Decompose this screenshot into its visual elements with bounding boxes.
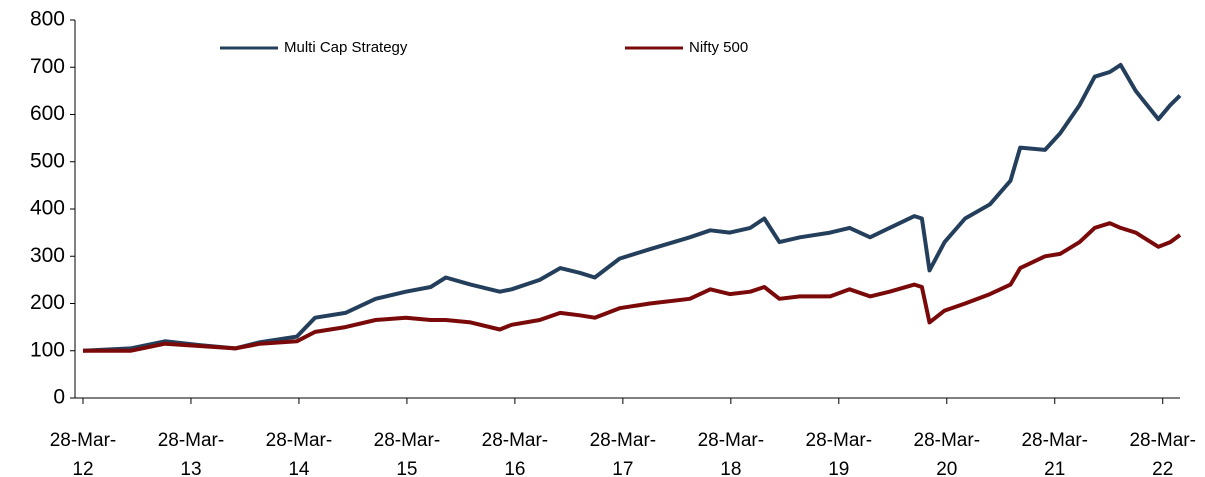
legend-label: Nifty 500 bbox=[689, 39, 748, 56]
y-tick-label: 500 bbox=[30, 149, 65, 172]
y-tick-label: 600 bbox=[30, 102, 65, 125]
x-tick-label: 28-Mar-12 bbox=[50, 430, 117, 477]
series-line bbox=[83, 221, 1182, 353]
y-tick-label: 400 bbox=[30, 197, 65, 220]
y-tick-label: 0 bbox=[53, 386, 65, 409]
x-tick-label: 28-Mar-13 bbox=[158, 430, 225, 477]
x-tick-label: 28-Mar-17 bbox=[590, 430, 657, 477]
y-tick-label: 800 bbox=[30, 8, 65, 31]
y-tick-label: 200 bbox=[30, 291, 65, 314]
y-tick-label: 100 bbox=[30, 338, 65, 361]
x-tick-label: 28-Mar-18 bbox=[698, 430, 765, 477]
y-tick-label: 700 bbox=[30, 55, 65, 78]
legend-label: Multi Cap Strategy bbox=[284, 39, 408, 56]
x-tick-label: 28-Mar-22 bbox=[1129, 430, 1196, 477]
y-tick-label: 300 bbox=[30, 244, 65, 267]
x-tick-label: 28-Mar-15 bbox=[374, 430, 441, 477]
x-tick-label: 28-Mar-21 bbox=[1021, 430, 1088, 477]
x-tick-label: 28-Mar-16 bbox=[482, 430, 549, 477]
x-tick-label: 28-Mar-19 bbox=[806, 430, 873, 477]
x-tick-label: 28-Mar-14 bbox=[266, 430, 333, 477]
x-tick-label: 28-Mar-20 bbox=[914, 430, 981, 477]
series-line bbox=[82, 62, 1182, 353]
